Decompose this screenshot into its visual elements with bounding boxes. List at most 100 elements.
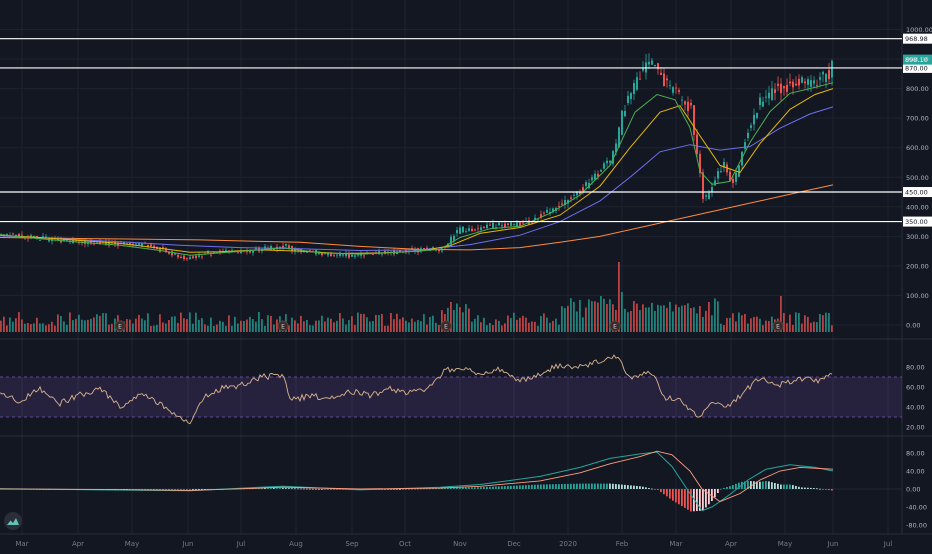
volume-bar (105, 313, 107, 332)
macd-histogram-bar (696, 489, 698, 512)
volume-bar (663, 305, 665, 332)
candle-body (39, 240, 41, 241)
candle-body (783, 86, 785, 89)
candle-body (354, 255, 356, 257)
volume-bar (9, 317, 11, 332)
volume-bar (399, 319, 401, 332)
volume-bar (759, 318, 761, 332)
volume-bar (624, 308, 626, 332)
volume-bar (555, 318, 557, 332)
volume-bar (549, 322, 551, 332)
volume-bar (156, 324, 158, 332)
level-label-box (903, 62, 932, 73)
volume-bar (618, 262, 620, 332)
volume-bar (486, 325, 488, 332)
macd-histogram-bar (825, 489, 827, 490)
macd-histogram-bar (198, 489, 200, 490)
volume-bar (189, 312, 191, 332)
candle-body (339, 252, 341, 256)
volume-bar (645, 307, 647, 332)
candle-body (336, 254, 338, 256)
candle-body (426, 247, 428, 249)
candle-body (798, 78, 800, 86)
volume-bar (591, 301, 593, 332)
candle-body (618, 127, 620, 148)
macd-histogram-bar (657, 489, 659, 490)
macd-histogram-bar (453, 487, 455, 489)
candle-body (381, 253, 383, 255)
volume-bar (15, 318, 17, 332)
candle-body (306, 251, 308, 253)
macd-histogram-bar (654, 489, 656, 490)
macd-histogram-bar (555, 484, 557, 489)
candle-body (285, 244, 287, 246)
volume-bar (141, 318, 143, 332)
candle-body (702, 172, 704, 199)
macd-histogram-bar (474, 487, 476, 489)
macd-histogram-bar (324, 489, 326, 490)
candle-body (573, 194, 575, 196)
volume-bar (564, 308, 566, 332)
macd-histogram-bar (738, 482, 740, 489)
candle-body (669, 85, 671, 86)
macd-histogram-bar (717, 489, 719, 493)
candle-body (756, 112, 758, 118)
candle-body (210, 254, 212, 256)
volume-bar (249, 316, 251, 332)
macd-histogram-bar (546, 484, 548, 489)
volume-bar (570, 298, 572, 332)
candle-body (45, 236, 47, 238)
volume-bar (711, 315, 713, 332)
earnings-marker (772, 320, 784, 332)
macd-histogram-bar (489, 486, 491, 489)
macd-histogram-bar (204, 489, 206, 490)
level-label: 450.00 (905, 189, 928, 197)
macd-histogram-bar (276, 488, 278, 489)
tradingview-logo-icon[interactable] (4, 512, 22, 530)
candle-body (642, 68, 644, 71)
candle-body (624, 110, 626, 117)
volume-bar (99, 315, 101, 332)
volume-bar (810, 322, 812, 332)
candle-body (513, 224, 515, 225)
macd-histogram-bar (639, 486, 641, 489)
volume-bar (315, 320, 317, 332)
candle-body (126, 243, 128, 245)
volume-bar (393, 319, 395, 332)
y-tick-label: 300.00 (906, 233, 929, 241)
volume-bar (51, 321, 53, 332)
volume-bar (651, 302, 653, 332)
volume-bar (69, 312, 71, 332)
volume-bar (348, 320, 350, 332)
candle-body (807, 79, 809, 85)
candle-body (96, 241, 98, 243)
candle-body (483, 226, 485, 228)
macd-histogram-bar (282, 488, 284, 489)
volume-bar (420, 321, 422, 332)
candle-body (546, 209, 548, 213)
volume-bar (396, 313, 398, 332)
candle-body (687, 101, 689, 112)
macd-histogram-bar (306, 488, 308, 490)
macd-histogram-bar (180, 489, 182, 490)
candle-body (162, 247, 164, 249)
volume-bar (828, 313, 830, 332)
candle-body (717, 171, 719, 179)
volume-bar (819, 313, 821, 332)
candle-body (465, 230, 467, 232)
candle-body (804, 81, 806, 84)
volume-bar (708, 302, 710, 332)
candle-body (195, 255, 197, 259)
candle-body (198, 255, 200, 257)
volume-bar (600, 296, 602, 332)
volume-bar (90, 318, 92, 332)
candle-body (519, 222, 521, 227)
candle-body (255, 248, 257, 250)
candle-body (648, 61, 650, 65)
macd-histogram-bar (471, 487, 473, 489)
volume-bar (300, 315, 302, 332)
volume-bar (453, 310, 455, 332)
volume-bar (720, 323, 722, 332)
